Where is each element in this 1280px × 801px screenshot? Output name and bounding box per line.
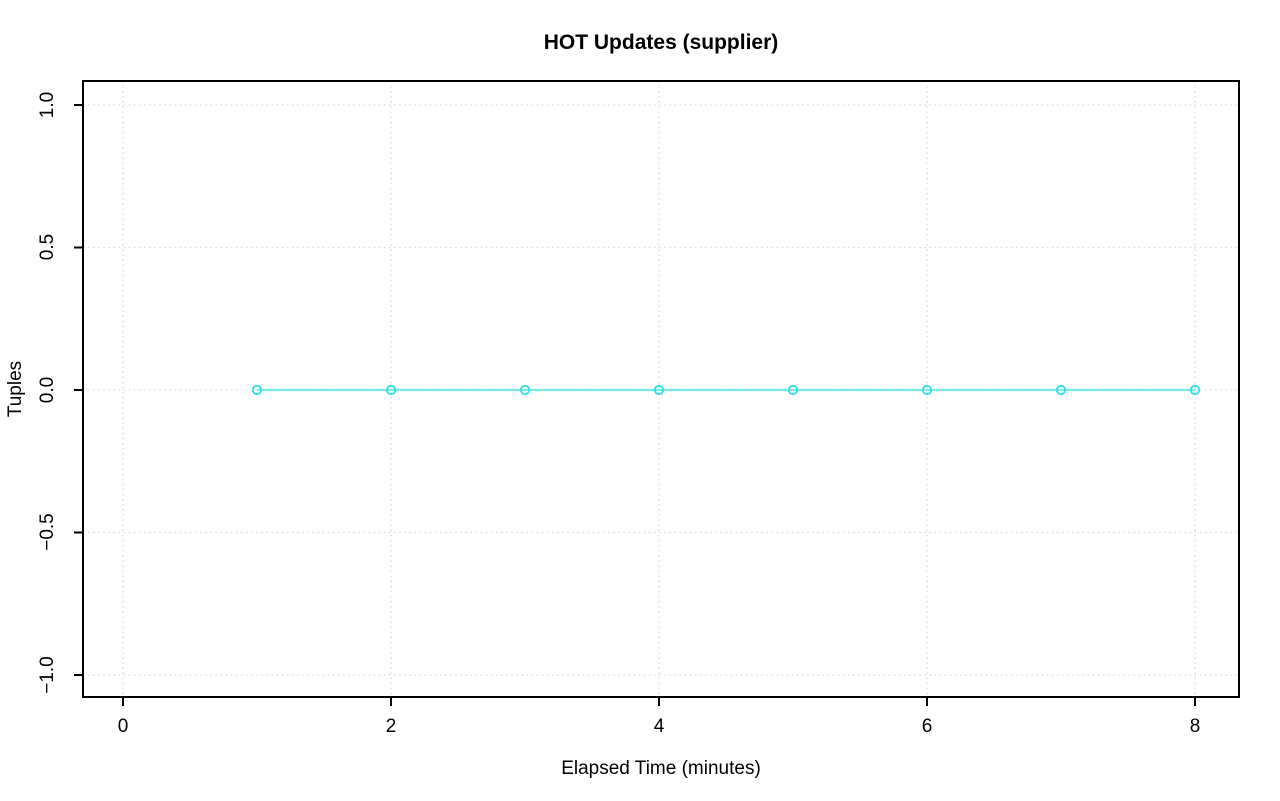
y-axis-label: Tuples (2, 359, 30, 419)
x-tick-label: 2 (385, 716, 397, 737)
data-points (251, 384, 1201, 396)
grid-lines (83, 81, 1239, 697)
y-tick-label: −1.0 (37, 645, 59, 705)
x-tick-label: 6 (921, 716, 933, 737)
y-axis-label-text: Tuples (5, 360, 27, 418)
chart-title: HOT Updates (supplier) (543, 31, 779, 54)
y-tick-label-text: −0.5 (37, 513, 59, 552)
x-tick-label: 0 (117, 716, 129, 737)
data-point (1189, 384, 1201, 396)
y-tick-label: −0.5 (37, 502, 59, 562)
y-tick-label-text: 0.0 (37, 376, 59, 404)
data-point (1055, 384, 1067, 396)
y-tick-label-text: 0.5 (37, 234, 59, 261)
y-tick-label: 0.0 (37, 360, 59, 420)
x-tick-label: 4 (653, 716, 665, 737)
y-tick-label-text: 1.0 (37, 91, 59, 119)
x-tick-label: 8 (1189, 716, 1201, 737)
data-point (653, 384, 665, 396)
data-point (519, 384, 531, 396)
data-point (385, 384, 397, 396)
plot-border (82, 80, 1240, 698)
y-axis-ticks (74, 103, 82, 676)
y-tick-label: 0.5 (37, 217, 59, 277)
x-axis-label: Elapsed Time (minutes) (561, 758, 761, 779)
data-point (251, 384, 263, 396)
y-tick-label-text: −1.0 (37, 656, 59, 694)
data-point (787, 384, 799, 396)
y-tick-label: 1.0 (37, 75, 59, 135)
x-axis-ticks (121, 698, 1196, 706)
data-point (921, 384, 933, 396)
